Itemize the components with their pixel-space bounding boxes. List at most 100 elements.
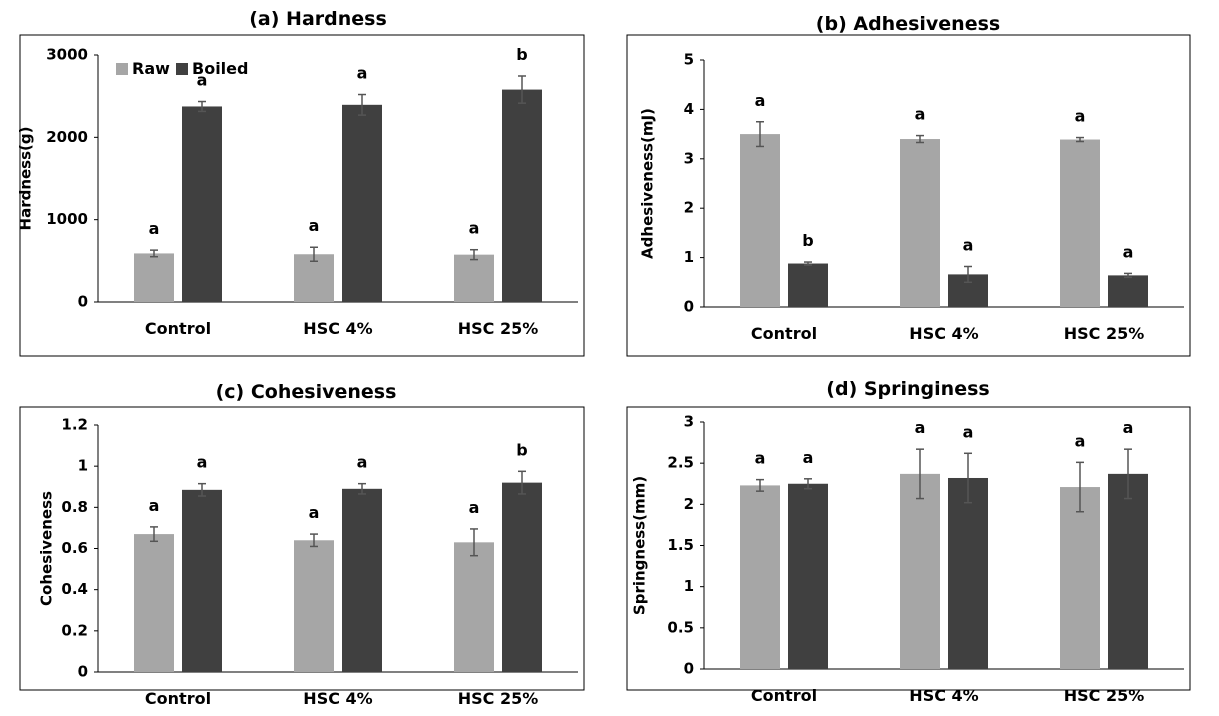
- bar-boiled-1: [788, 263, 828, 307]
- y-tick-label: 1.5: [667, 536, 694, 554]
- significance-label: b: [516, 45, 527, 64]
- bar-raw-2: [900, 473, 940, 669]
- x-tick-label: HSC 4%: [303, 689, 372, 708]
- bar-boiled-1: [182, 106, 222, 302]
- significance-label: a: [197, 453, 208, 472]
- x-tick-label: Control: [751, 686, 817, 705]
- x-tick-label: HSC 25%: [458, 319, 539, 338]
- bar-raw-1: [740, 485, 780, 669]
- y-axis-label: Adhesiveness(mJ): [639, 108, 657, 259]
- bar-boiled-2: [342, 104, 382, 302]
- significance-label: a: [1075, 107, 1086, 126]
- panel-a: (a) Hardness Hardness(g) 0 1000 2000 3000 a a Co…: [17, 8, 585, 357]
- significance-label: a: [915, 418, 926, 437]
- bar-raw-2: [294, 254, 334, 302]
- bar-raw-1: [134, 534, 174, 672]
- bar-raw-3: [454, 254, 494, 302]
- panel-frame: [19, 406, 585, 691]
- y-tick-label: 0.5: [667, 618, 694, 636]
- legend-swatch-boiled: [176, 63, 188, 75]
- y-tick-label: 2: [684, 495, 694, 513]
- x-tick-label: HSC 4%: [909, 686, 978, 705]
- bar-boiled-1: [788, 483, 828, 669]
- significance-label: a: [915, 105, 926, 124]
- bar-boiled-3: [1108, 275, 1148, 307]
- significance-label: a: [803, 448, 814, 467]
- bar-boiled-2: [342, 488, 382, 672]
- y-tick-label: 2.5: [667, 454, 694, 472]
- panel-b: (b) Adhesiveness Adhesiveness(mJ) 0 1 2 3 4 5 a b…: [626, 13, 1191, 357]
- bar-boiled-3: [502, 482, 542, 672]
- significance-label: a: [469, 219, 480, 238]
- y-tick-label: 0.4: [61, 580, 88, 598]
- bar-boiled-1: [182, 489, 222, 672]
- bar-raw-2: [294, 540, 334, 672]
- x-tick-label: HSC 4%: [303, 319, 372, 338]
- x-tick-label: Control: [145, 319, 211, 338]
- x-tick-label: Control: [145, 689, 211, 708]
- significance-label: a: [149, 219, 160, 238]
- significance-label: a: [755, 449, 766, 468]
- bar-boiled-3: [502, 89, 542, 302]
- y-tick-label: 3: [684, 413, 694, 431]
- legend-swatch-raw: [116, 63, 128, 75]
- bar-raw-3: [1060, 487, 1100, 669]
- chart-title: (c) Cohesiveness: [216, 381, 397, 403]
- x-tick-label: HSC 25%: [1064, 324, 1145, 343]
- x-tick-label: HSC 25%: [1064, 686, 1145, 705]
- significance-label: a: [357, 453, 368, 472]
- y-tick-label: 0.8: [61, 498, 88, 516]
- y-tick-label: 1: [684, 248, 694, 266]
- significance-label: a: [963, 235, 974, 254]
- significance-label: a: [197, 71, 208, 90]
- bar-boiled-3: [1108, 473, 1148, 669]
- bar-raw-1: [134, 253, 174, 302]
- y-tick-label: 5: [684, 51, 694, 69]
- significance-label: a: [1123, 242, 1134, 261]
- significance-label: a: [149, 496, 160, 515]
- legend-label-boiled: Boiled: [192, 59, 248, 78]
- panel-frame: [19, 34, 585, 357]
- y-tick-label: 0: [78, 663, 88, 681]
- bar-raw-2: [900, 139, 940, 307]
- y-tick-label: 3: [684, 149, 694, 167]
- bar-raw-3: [454, 542, 494, 672]
- significance-label: a: [309, 216, 320, 235]
- significance-label: a: [469, 498, 480, 517]
- significance-label: a: [309, 503, 320, 522]
- y-axis-label: Springness(mm): [631, 476, 649, 615]
- y-tick-label: 0: [684, 660, 694, 678]
- significance-label: b: [516, 440, 527, 459]
- significance-label: b: [802, 231, 813, 250]
- bar-raw-1: [740, 134, 780, 307]
- y-tick-label: 1.2: [61, 416, 88, 434]
- significance-label: a: [1123, 418, 1134, 437]
- y-tick-label: 2000: [46, 128, 88, 146]
- bar-boiled-2: [948, 477, 988, 669]
- chart-title: (a) Hardness: [249, 8, 387, 30]
- chart-title: (d) Springiness: [826, 378, 989, 400]
- x-tick-label: HSC 4%: [909, 324, 978, 343]
- y-tick-label: 0.2: [61, 621, 88, 639]
- panel-frame: [626, 34, 1191, 357]
- panel-frame: [626, 406, 1191, 691]
- y-tick-label: 3000: [46, 46, 88, 64]
- legend-label-raw: Raw: [132, 59, 170, 78]
- significance-label: a: [357, 64, 368, 83]
- y-tick-label: 2: [684, 199, 694, 217]
- significance-label: a: [1075, 431, 1086, 450]
- x-tick-label: HSC 25%: [458, 689, 539, 708]
- y-axis-label: Hardness(g): [17, 127, 35, 231]
- significance-label: a: [963, 422, 974, 441]
- bar-raw-3: [1060, 139, 1100, 307]
- y-tick-label: 1: [78, 457, 88, 475]
- y-axis-label: Cohesiveness: [38, 491, 56, 606]
- y-tick-label: 0: [684, 298, 694, 316]
- y-tick-label: 1000: [46, 210, 88, 228]
- chart-title: (b) Adhesiveness: [816, 13, 1000, 35]
- panel-d: (d) Springiness Springness(mm) 0 0.5 1 1.5 2 2.…: [626, 378, 1191, 705]
- panel-c: (c) Cohesiveness Cohesiveness 0 0.2 0.4 0.6 0.…: [19, 381, 585, 708]
- y-tick-label: 1: [684, 577, 694, 595]
- y-tick-label: 4: [684, 100, 694, 118]
